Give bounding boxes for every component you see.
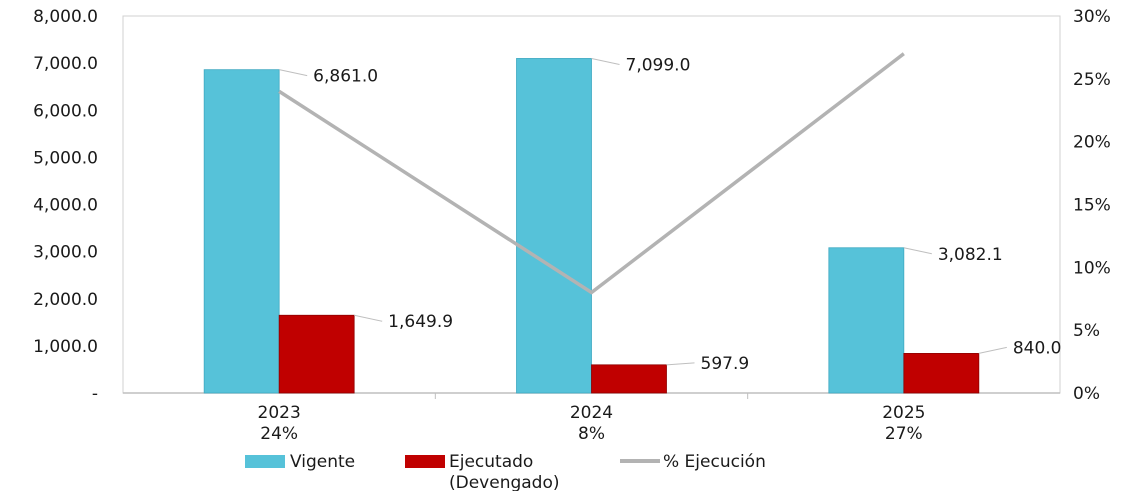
data-label: 597.9 — [701, 354, 750, 374]
y2-axis-tick-label: 0% — [1073, 384, 1100, 404]
x-axis-category-sublabel: 8% — [578, 424, 605, 444]
y-axis-tick-label: 2,000.0 — [33, 290, 98, 310]
x-axis-category-sublabel: 27% — [885, 424, 923, 444]
x-axis-category-label: 2025 — [882, 403, 925, 423]
y-axis-tick-label: 8,000.0 — [33, 7, 98, 27]
legend-swatch-vigente — [245, 455, 285, 468]
y2-axis-tick-label: 25% — [1073, 70, 1111, 90]
data-label-leader-line — [279, 69, 308, 77]
legend-label-ejecucion: % Ejecución — [663, 452, 766, 472]
data-label: 6,861.0 — [313, 67, 378, 87]
legend-label-ejecutado: Ejecutado — [449, 452, 533, 472]
y2-axis-tick-label: 30% — [1073, 7, 1111, 27]
bar-ejecutado — [903, 353, 980, 394]
data-label: 3,082.1 — [938, 245, 1003, 265]
data-label-leader-line — [354, 314, 383, 322]
data-label-leader-line — [666, 362, 695, 366]
x-axis-category-sublabel: 24% — [260, 424, 298, 444]
data-label: 1,649.9 — [388, 312, 453, 332]
bar-ejecutado — [278, 314, 355, 394]
y-axis-tick-label: 6,000.0 — [33, 101, 98, 121]
legend-label-vigente: Vigente — [290, 452, 355, 472]
y-axis-tick-label: - — [92, 384, 98, 404]
data-label: 840.0 — [1013, 338, 1062, 358]
y-axis-tick-label: 3,000.0 — [33, 243, 98, 263]
y2-axis-tick-label: 5% — [1073, 321, 1100, 341]
bar-vigente — [516, 58, 592, 394]
bar-vigente — [828, 247, 905, 394]
legend-swatch-ejecutado — [405, 455, 445, 468]
line-series-ejecucion — [278, 52, 905, 295]
data-label-leader-line — [903, 247, 932, 255]
legend-label-ejecutado-line2: (Devengado) — [449, 473, 560, 491]
x-axis-category-label: 2023 — [258, 403, 301, 423]
data-label-leader-line — [591, 57, 620, 65]
y2-axis-tick-label: 20% — [1073, 133, 1111, 153]
y2-axis-tick-label: 15% — [1073, 196, 1111, 216]
data-label: 7,099.0 — [626, 55, 691, 75]
bar-ejecutado — [591, 364, 667, 394]
y-axis-tick-label: 1,000.0 — [33, 337, 98, 357]
y-axis-tick-label: 4,000.0 — [33, 196, 98, 216]
y2-axis-tick-label: 10% — [1073, 258, 1111, 278]
y-axis-tick-label: 5,000.0 — [33, 148, 98, 168]
y-axis-tick-label: 7,000.0 — [33, 54, 98, 74]
bar-vigente — [203, 69, 280, 394]
x-axis-category-label: 2024 — [570, 403, 613, 423]
data-label-leader-line — [978, 346, 1007, 354]
